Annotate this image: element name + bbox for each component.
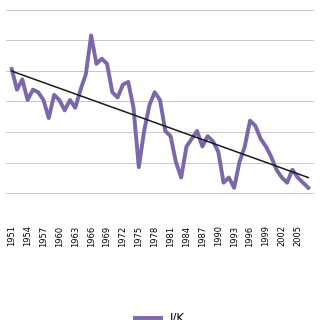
Legend: I/K: I/K [130, 307, 190, 320]
